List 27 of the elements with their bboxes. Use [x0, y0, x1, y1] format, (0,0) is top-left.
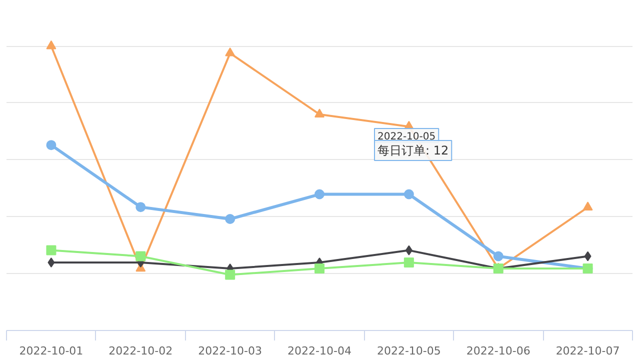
annotation: 每日订单: 12	[378, 144, 449, 158]
point	[584, 251, 592, 262]
point	[582, 202, 593, 210]
point	[314, 189, 324, 200]
x-tick-label: 2022-10-07	[556, 344, 620, 358]
point	[225, 214, 236, 224]
point	[405, 245, 412, 256]
point	[314, 108, 324, 118]
point	[46, 40, 56, 50]
point	[404, 258, 414, 268]
x-tick-label: 2022-10-05	[376, 344, 441, 358]
point	[136, 251, 146, 262]
x-tick-label: 2022-10-01	[19, 344, 84, 358]
annotation: 2022-10-05	[378, 132, 436, 142]
point	[46, 140, 56, 150]
point	[225, 270, 236, 280]
point	[46, 245, 56, 256]
x-tick-label: 2022-10-02	[108, 344, 173, 358]
x-tick-label: 2022-10-06	[466, 344, 530, 358]
point	[404, 189, 414, 200]
point	[314, 264, 324, 274]
point	[493, 251, 504, 262]
point	[136, 202, 146, 212]
x-tick-label: 2022-10-03	[198, 344, 262, 358]
point	[225, 48, 236, 56]
x-tick-label: 2022-10-04	[288, 344, 352, 358]
point	[48, 258, 55, 268]
